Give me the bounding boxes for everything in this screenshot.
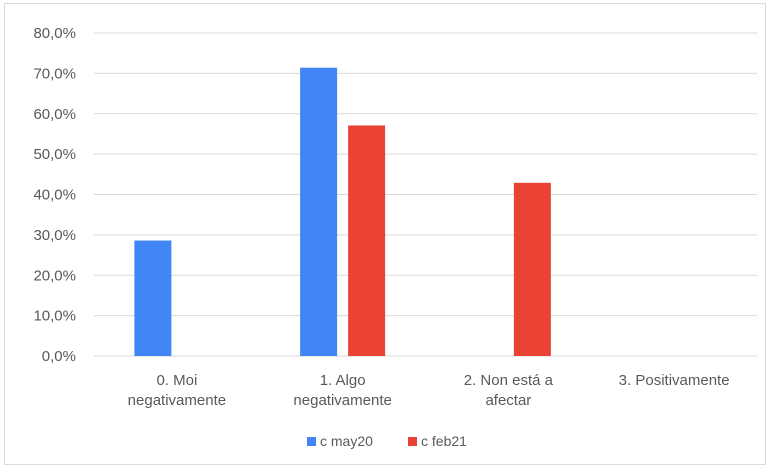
x-tick-label: 1. Algo negativamente: [293, 372, 391, 409]
y-tick-label: 80,0%: [33, 25, 76, 42]
bar-chart: 0,0% 10,0% 20,0% 30,0% 40,0% 50,0% 60,0% 70,0% 8…: [33, 25, 757, 449]
legend-label: c may20: [320, 433, 373, 449]
x-tick-label: 0. Moi negativamente: [128, 372, 226, 409]
legend-swatch: [307, 437, 316, 446]
legend-label: c feb21: [421, 433, 467, 449]
y-axis-ticks: 0,0% 10,0% 20,0% 30,0% 40,0% 50,0% 60,0% 70,0% 8…: [33, 25, 76, 365]
x-tick-label: 3. Positivamente: [619, 372, 730, 389]
y-tick-label: 70,0%: [33, 65, 76, 82]
y-tick-label: 20,0%: [33, 267, 76, 284]
legend: c may20 c feb21: [307, 433, 467, 449]
y-tick-label: 0,0%: [42, 348, 76, 365]
y-tick-label: 40,0%: [33, 187, 76, 204]
gridlines: [94, 32, 757, 357]
y-tick-label: 60,0%: [33, 106, 76, 123]
chart-frame: 0,0% 10,0% 20,0% 30,0% 40,0% 50,0% 60,0% 70,0% 8…: [4, 3, 766, 465]
x-tick-label: 2. Non está a afectar: [464, 372, 554, 409]
y-tick-label: 10,0%: [33, 308, 76, 325]
bars: [134, 67, 551, 357]
bar-c-feb21-1: [348, 125, 386, 357]
bar-c-feb21-2: [513, 182, 551, 356]
bar-c-may20-0: [134, 240, 172, 356]
y-tick-label: 50,0%: [33, 146, 76, 163]
x-axis-ticks: 0. Moi negativamente 1. Algo negativamente 2…: [128, 372, 730, 409]
legend-swatch: [408, 437, 417, 446]
bar-c-may20-1: [300, 67, 338, 356]
y-tick-label: 30,0%: [33, 227, 76, 244]
